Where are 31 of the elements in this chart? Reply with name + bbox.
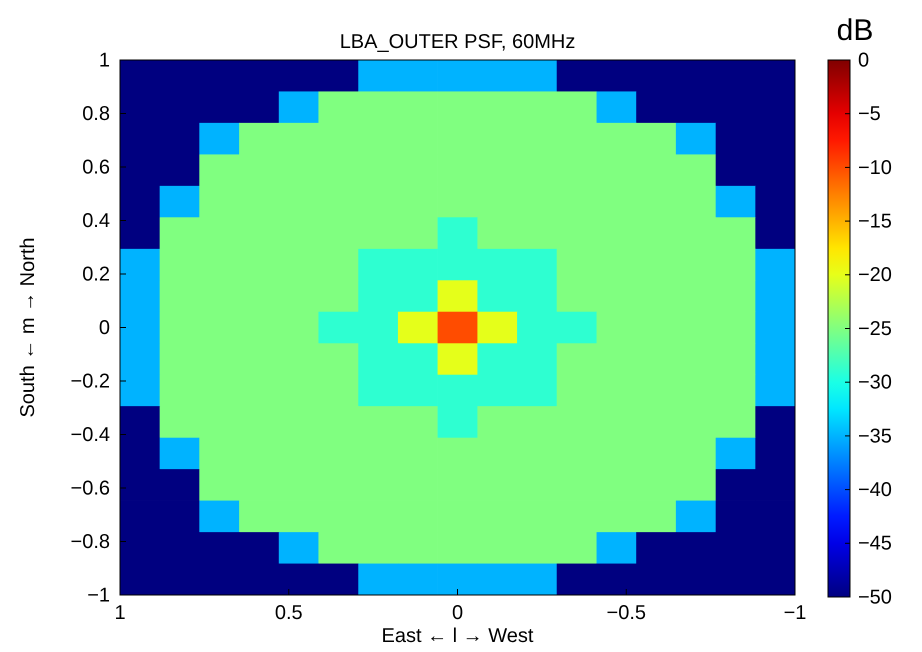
color-bar-label: −10	[858, 156, 892, 179]
y-tick-label: 1	[98, 49, 110, 72]
y-tick-label: 0.6	[82, 156, 110, 178]
x-tick-label: −1	[784, 602, 806, 624]
y-tick-label: −0.8	[70, 530, 110, 553]
y-tick-label: 0.8	[82, 102, 110, 125]
x-tick-label: 1	[114, 602, 126, 624]
color-bar-title: dB	[836, 14, 874, 47]
x-tick-label: 0.5	[274, 602, 303, 624]
y-tick-label: −0.4	[70, 424, 110, 446]
x-tick-label: 0	[452, 602, 464, 624]
y-tick-label: −1	[87, 584, 110, 606]
y-tick-label: 0.2	[82, 263, 110, 286]
color-bar-label: −25	[858, 318, 892, 340]
color-bar-label: −40	[858, 479, 892, 501]
color-bar-label: −30	[858, 372, 892, 394]
color-bar-label: 0	[858, 49, 870, 72]
color-bar-label: −5	[858, 103, 881, 126]
y-tick-label: −0.6	[70, 477, 110, 500]
color-bar-label: −45	[858, 532, 892, 555]
color-bar-label: −35	[858, 425, 892, 448]
y-axis-title: South ← m → North	[17, 237, 39, 418]
y-tick-label: −0.2	[70, 370, 110, 392]
color-bar-label: −20	[858, 264, 892, 286]
y-tick-label: 0.4	[82, 210, 110, 232]
y-tick-label: 0	[98, 316, 110, 339]
color-bar-label: −15	[858, 210, 892, 232]
x-axis-title: East ← l → West	[382, 625, 534, 647]
x-tick-label: −0.5	[606, 602, 646, 624]
chart-title: LBA_OUTER PSF, 60MHz	[340, 31, 576, 53]
color-bar-label: −50	[858, 586, 892, 608]
